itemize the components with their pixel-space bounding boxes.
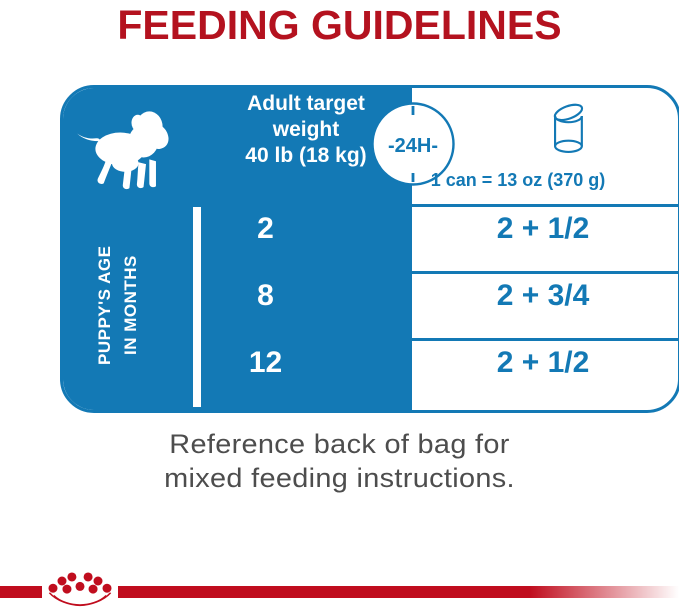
svg-text:-24H-: -24H-: [388, 135, 438, 157]
